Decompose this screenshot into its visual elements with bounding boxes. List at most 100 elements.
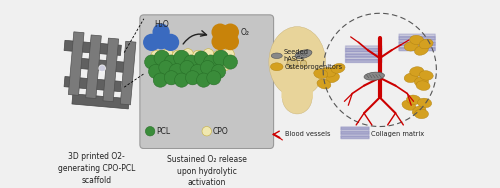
Ellipse shape — [314, 69, 328, 79]
Text: Collagen matrix: Collagen matrix — [371, 131, 424, 137]
Bar — [68, 32, 84, 95]
Circle shape — [152, 24, 170, 41]
FancyBboxPatch shape — [341, 134, 369, 136]
Ellipse shape — [322, 67, 336, 77]
FancyBboxPatch shape — [346, 46, 382, 49]
Circle shape — [198, 60, 209, 71]
Circle shape — [222, 24, 239, 41]
Ellipse shape — [331, 63, 345, 73]
Ellipse shape — [418, 98, 432, 108]
Circle shape — [182, 49, 194, 60]
Bar — [86, 35, 102, 99]
Ellipse shape — [300, 60, 306, 67]
Circle shape — [204, 69, 214, 80]
Circle shape — [178, 60, 188, 71]
FancyBboxPatch shape — [341, 132, 369, 134]
FancyBboxPatch shape — [346, 49, 382, 52]
Circle shape — [169, 64, 184, 79]
Circle shape — [192, 67, 203, 79]
Circle shape — [162, 34, 179, 51]
Circle shape — [172, 50, 183, 61]
Circle shape — [174, 73, 188, 87]
Circle shape — [202, 127, 211, 136]
Ellipse shape — [414, 77, 428, 86]
Circle shape — [148, 64, 162, 79]
Ellipse shape — [402, 100, 415, 110]
FancyBboxPatch shape — [399, 40, 435, 42]
Ellipse shape — [412, 106, 426, 116]
FancyBboxPatch shape — [282, 57, 313, 99]
Bar — [64, 77, 122, 92]
Circle shape — [160, 69, 172, 80]
Circle shape — [220, 60, 230, 71]
Circle shape — [166, 58, 177, 69]
Ellipse shape — [317, 79, 331, 89]
Circle shape — [203, 49, 214, 60]
Circle shape — [224, 49, 234, 60]
Circle shape — [222, 33, 239, 50]
FancyBboxPatch shape — [346, 57, 382, 60]
Circle shape — [151, 50, 162, 61]
Bar — [72, 58, 129, 73]
Bar — [120, 41, 136, 105]
Circle shape — [174, 50, 190, 66]
Circle shape — [192, 50, 203, 61]
FancyBboxPatch shape — [346, 54, 382, 57]
Circle shape — [194, 51, 208, 65]
Ellipse shape — [416, 81, 430, 90]
Circle shape — [204, 55, 218, 69]
Ellipse shape — [419, 39, 433, 49]
FancyBboxPatch shape — [399, 48, 435, 51]
Ellipse shape — [414, 109, 428, 119]
Circle shape — [212, 64, 226, 79]
Ellipse shape — [414, 45, 428, 55]
Circle shape — [186, 71, 200, 85]
Circle shape — [218, 30, 232, 44]
Ellipse shape — [419, 71, 433, 80]
Circle shape — [196, 73, 210, 87]
Ellipse shape — [295, 50, 312, 59]
Ellipse shape — [410, 35, 424, 45]
FancyBboxPatch shape — [346, 52, 382, 54]
Bar — [72, 94, 129, 109]
Text: Seeded
hASCs: Seeded hASCs — [284, 49, 309, 62]
FancyBboxPatch shape — [341, 136, 369, 139]
Circle shape — [159, 61, 173, 75]
Circle shape — [146, 127, 155, 136]
FancyBboxPatch shape — [341, 129, 369, 131]
Ellipse shape — [326, 73, 340, 83]
Circle shape — [209, 58, 220, 69]
Circle shape — [99, 65, 105, 71]
Circle shape — [224, 55, 237, 69]
Circle shape — [144, 55, 159, 69]
Circle shape — [190, 64, 204, 79]
Ellipse shape — [410, 67, 424, 76]
Circle shape — [172, 67, 182, 79]
FancyBboxPatch shape — [399, 37, 435, 40]
Ellipse shape — [364, 72, 384, 80]
Text: Blood vessels: Blood vessels — [284, 131, 330, 137]
Circle shape — [143, 34, 160, 51]
Circle shape — [100, 66, 104, 71]
Ellipse shape — [287, 59, 298, 68]
Circle shape — [213, 50, 229, 66]
FancyBboxPatch shape — [399, 42, 435, 45]
Text: Sustained O₂ release
upon hydrolytic
activation: Sustained O₂ release upon hydrolytic act… — [167, 155, 246, 187]
Circle shape — [200, 61, 214, 75]
Circle shape — [154, 35, 168, 49]
Circle shape — [184, 55, 198, 69]
Circle shape — [154, 73, 168, 87]
Text: Osteoprogenitors: Osteoprogenitors — [284, 64, 343, 70]
Circle shape — [212, 24, 229, 41]
FancyBboxPatch shape — [341, 127, 369, 129]
Bar — [64, 40, 122, 55]
Ellipse shape — [404, 73, 418, 83]
Ellipse shape — [282, 81, 312, 114]
Text: PCL: PCL — [156, 127, 170, 136]
Circle shape — [162, 49, 173, 60]
FancyBboxPatch shape — [346, 60, 382, 62]
Circle shape — [212, 33, 229, 50]
Circle shape — [156, 60, 166, 71]
Bar — [103, 38, 118, 102]
Ellipse shape — [269, 27, 326, 97]
